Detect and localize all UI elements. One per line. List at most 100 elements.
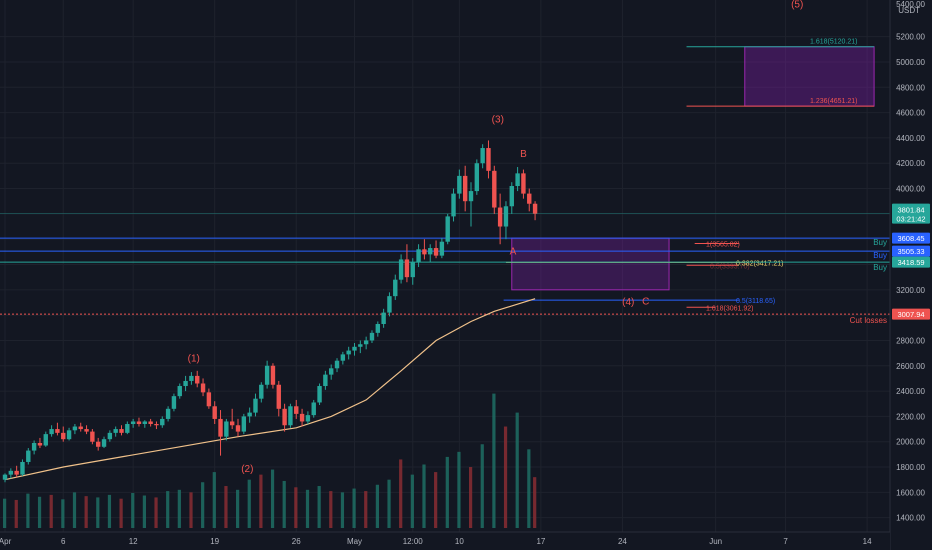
candle-body: [142, 421, 147, 424]
moving-average-line: [4, 298, 536, 481]
horizontal-level-label: Cut losses: [850, 316, 887, 325]
candle-body: [235, 425, 241, 432]
time-tick-label: Jun: [709, 537, 722, 546]
volume-bar: [410, 474, 414, 528]
wave-labels: (1) (2) (3) B A (4) C (5): [188, 0, 804, 475]
candle-body: [416, 249, 421, 262]
fib-upper-level-label: 1.618(5120.21): [810, 39, 857, 46]
price-tick-label: 1800.00: [896, 463, 925, 472]
candle-body: [288, 406, 293, 426]
candle-body: [218, 418, 223, 437]
candle-body: [2, 474, 8, 480]
volume-bar: [457, 451, 461, 528]
candle-body: [445, 216, 450, 242]
candle-body: [410, 261, 415, 278]
candle-body: [404, 259, 410, 278]
candle-body: [486, 148, 491, 171]
volume-bar: [329, 491, 333, 528]
candle-body: [31, 442, 37, 451]
volume-bar: [177, 489, 181, 528]
price-tag: [892, 256, 930, 268]
candle-body: [317, 386, 322, 403]
candle-body: [329, 368, 334, 375]
candle-body: [183, 380, 188, 387]
candle-body: [14, 470, 19, 475]
time-tick-label: 19: [210, 537, 219, 546]
candle-body: [439, 241, 445, 256]
candle-body: [264, 365, 270, 385]
price-tick-label: 4800.00: [896, 83, 925, 92]
fib-upper-zone[interactable]: 1.618(5120.21) 1.236(4651.21): [686, 39, 875, 107]
candle-body: [492, 170, 497, 208]
fib-lower-level-label: 0.5(3118.65): [736, 298, 775, 305]
price-tick-label: 2200.00: [896, 412, 925, 421]
price-tag-label: 3505.33: [897, 247, 924, 256]
volume-bar: [142, 495, 146, 528]
horizontal-levels[interactable]: Buy Buy Buy Cut losses: [0, 213, 890, 325]
volume-bar: [270, 469, 275, 528]
candle-body: [20, 461, 25, 475]
volume-bar: [434, 472, 438, 528]
candle-body: [61, 432, 66, 440]
candle-body: [358, 344, 363, 347]
volume-bar: [399, 459, 403, 528]
fib-lower-level-label: 0.382(3417.21): [736, 260, 783, 267]
horizontal-level-label: Buy: [873, 238, 887, 247]
horizontal-level-label: Buy: [873, 263, 887, 272]
wave-label: (4): [622, 297, 634, 308]
fib-lower-zone[interactable]: 0.5(3393.70) 1(3565.82) 0.382(3417.21) 0.5(…: [503, 237, 784, 312]
volume-bar: [469, 467, 473, 528]
candle-body: [154, 423, 159, 426]
price-tag: [892, 245, 930, 257]
time-tick-label: 6: [61, 537, 66, 546]
price-tick-label: 3200.00: [896, 286, 925, 295]
candle-body: [503, 206, 509, 227]
candle-body: [130, 421, 136, 424]
wave-label: (2): [241, 464, 253, 475]
wave-label: (1): [188, 353, 200, 364]
candle-body: [212, 406, 217, 419]
candle-body: [241, 416, 247, 432]
time-tick-label: 26: [292, 537, 301, 546]
time-axis[interactable]: Apr 6 12 19 26 May 12:00 10 17 24 Jun 7 14: [0, 531, 890, 550]
candle-body: [189, 375, 194, 381]
top-price-partial: 5400.00: [896, 0, 925, 9]
candle-body: [165, 408, 171, 419]
volume-bar: [364, 491, 368, 528]
candle-body: [229, 421, 235, 426]
volume-bar: [189, 492, 193, 528]
current-price-value: 3801.84: [897, 206, 924, 215]
time-tick-label: May: [347, 537, 362, 546]
candle-body: [177, 386, 182, 397]
price-tag-label: 3007.94: [897, 310, 924, 319]
candle-body: [136, 421, 142, 424]
fib-lower-faint-label: 0.5(3393.70): [710, 263, 750, 270]
volume-bar: [37, 496, 42, 528]
time-tick-label: 14: [863, 537, 872, 546]
volume-bar: [527, 449, 531, 528]
candle-body: [195, 375, 200, 384]
wave-label: (3): [492, 115, 504, 126]
volume-bar: [282, 480, 286, 528]
candle-body: [282, 408, 287, 426]
candle-body: [398, 259, 404, 280]
volume-bar: [154, 497, 158, 528]
candle-body: [125, 423, 130, 433]
volume-bar: [247, 479, 251, 528]
price-tick-label: 2600.00: [896, 362, 925, 371]
price-axis[interactable]: 1400.00 1600.00 1800.00 2000.00 2200.00 2400.…: [889, 0, 932, 550]
wave-label: A: [510, 246, 517, 257]
candle-body: [323, 374, 328, 387]
grid-lines: [0, 0, 890, 532]
volume-bars: [3, 393, 537, 528]
volume-bar: [14, 499, 18, 528]
candle-body: [532, 203, 538, 214]
candle-body: [294, 406, 299, 414]
volume-bar: [533, 477, 537, 528]
price-tick-label: 5200.00: [896, 33, 925, 42]
candle-body: [247, 412, 252, 417]
candle-body: [200, 383, 206, 393]
price-tick-label: 4000.00: [896, 185, 925, 194]
candle-body: [224, 421, 229, 437]
